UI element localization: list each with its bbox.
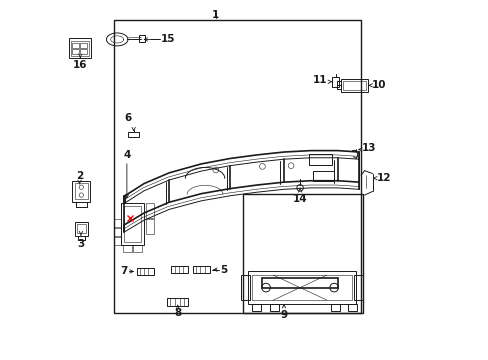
Bar [122,244,131,252]
Bar [80,49,86,54]
Text: 7: 7 [120,266,127,276]
Bar [171,266,188,273]
Bar [75,183,88,199]
Bar [137,268,154,275]
Bar [167,298,188,306]
Bar [74,222,88,235]
Bar [72,181,90,202]
Bar [114,237,121,244]
Text: 10: 10 [371,80,385,90]
Text: 15: 15 [161,35,176,44]
Bar [251,304,260,311]
Bar [145,220,153,234]
Text: 1: 1 [212,10,219,20]
Bar [330,304,339,311]
Bar [247,271,355,304]
Bar [69,39,91,58]
Bar [192,266,209,273]
Bar [269,304,278,311]
Text: 12: 12 [376,173,391,183]
Bar [308,154,332,165]
Bar [348,304,357,311]
Bar [251,275,351,300]
Bar [113,21,360,313]
Bar [80,43,86,48]
Bar [71,41,88,55]
Bar [72,49,79,54]
Bar [121,203,144,244]
Text: 2: 2 [76,171,83,181]
Text: 5: 5 [220,265,227,275]
Bar [341,78,367,92]
Bar [353,275,362,300]
Text: 16: 16 [73,60,87,70]
Bar [123,206,141,242]
Bar [72,43,79,48]
Text: 3: 3 [77,239,84,249]
Bar [139,35,145,42]
Text: 6: 6 [124,113,131,123]
Bar [332,77,338,87]
Bar [145,203,153,218]
Bar [241,275,249,300]
Text: 11: 11 [312,75,327,85]
Bar [133,244,142,252]
Bar [343,81,366,90]
Bar [262,278,337,288]
Text: 13: 13 [362,143,376,153]
Text: 14: 14 [292,194,307,204]
Text: 9: 9 [280,310,287,320]
Bar [114,228,121,235]
Text: 8: 8 [174,309,181,318]
Bar [312,171,333,181]
Text: 4: 4 [123,150,130,160]
Bar [242,194,362,313]
Bar [128,132,139,137]
Bar [77,224,86,233]
Bar [114,219,121,226]
